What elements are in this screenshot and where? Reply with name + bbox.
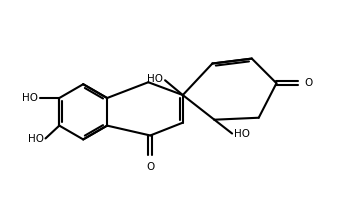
Text: O: O	[146, 162, 154, 172]
Text: HO: HO	[147, 74, 163, 84]
Text: O: O	[304, 78, 312, 88]
Text: HO: HO	[22, 93, 38, 103]
Text: HO: HO	[27, 134, 44, 144]
Text: HO: HO	[234, 129, 250, 139]
